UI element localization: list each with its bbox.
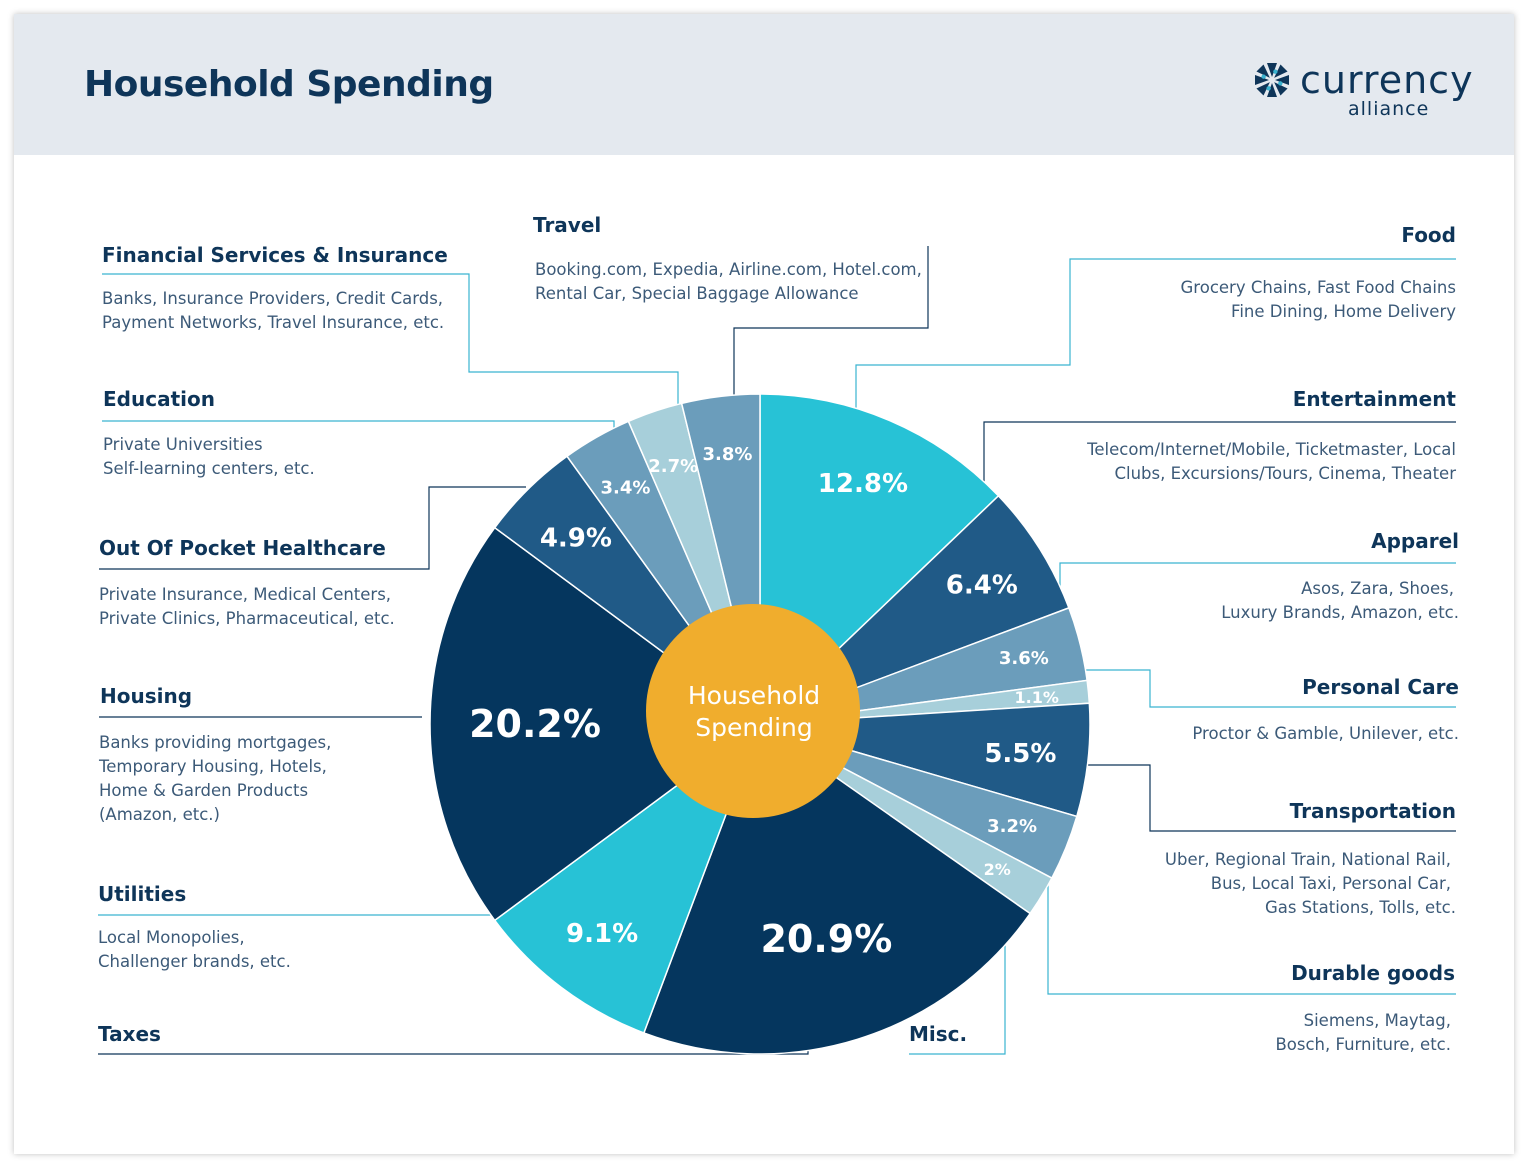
logo-subtitle: alliance: [1348, 98, 1430, 120]
category-desc-line: Challenger brands, etc.: [98, 952, 291, 971]
leader-travel: [733, 246, 929, 408]
category-desc-line: Grocery Chains, Fast Food Chains: [1181, 278, 1456, 297]
leader-food: [855, 258, 1456, 418]
category-desc-line: Siemens, Maytag,: [1304, 1011, 1451, 1030]
page-title: Household Spending: [84, 64, 494, 105]
category-desc-line: Bosch, Furniture, etc.: [1275, 1035, 1451, 1054]
pie-percent-label: 3.6%: [999, 648, 1049, 669]
category-title: Entertainment: [1293, 387, 1457, 411]
category-desc-line: Private Insurance, Medical Centers,: [99, 585, 391, 604]
category-healthcare: Out Of Pocket Healthcare Private Insuran…: [99, 536, 395, 628]
pie-chart: 12.8% 6.4% 3.6% 1.1% 5.5% 3.2% 2% 20.9% 9.1% 20.2…: [98, 213, 1459, 1055]
logo-name: currency: [1300, 58, 1474, 102]
infographic-card: Household Spending: [14, 14, 1514, 1154]
category-desc-line: Self-learning centers, etc.: [103, 459, 315, 478]
category-title: Housing: [100, 684, 192, 708]
category-desc-line: Private Universities: [103, 435, 263, 454]
category-title: Utilities: [98, 882, 186, 906]
category-desc-line: Private Clinics, Pharmaceutical, etc.: [99, 609, 395, 628]
category-housing: Housing Banks providing mortgages, Tempo…: [98, 684, 331, 824]
category-desc-line: Banks, Insurance Providers, Credit Cards…: [102, 289, 443, 308]
category-personal: Personal Care Proctor & Gamble, Unilever…: [1192, 675, 1459, 743]
category-apparel: Apparel Asos, Zara, Shoes, Luxury Brands…: [1221, 529, 1459, 622]
leader-transportation: [1078, 764, 1456, 832]
leader-lines: [98, 246, 1456, 1055]
category-desc-line: Fine Dining, Home Delivery: [1231, 302, 1456, 321]
pie-percent-label: 5.5%: [984, 739, 1056, 769]
pie-percent-label: 20.2%: [469, 702, 601, 746]
pie-percent-label: 3.2%: [987, 816, 1037, 837]
star-burst-icon: [1255, 63, 1289, 97]
category-utilities: Utilities Local Monopolies, Challenger b…: [98, 882, 291, 971]
category-desc-line: (Amazon, etc.): [99, 805, 220, 824]
category-title: Transportation: [1290, 799, 1456, 823]
category-desc-line: Booking.com, Expedia, Airline.com, Hotel…: [535, 260, 922, 279]
pie-percent-label: 2.7%: [648, 456, 698, 477]
category-title: Food: [1401, 223, 1456, 247]
pie-percent-label: 1.1%: [1015, 688, 1059, 707]
leader-personal: [1077, 669, 1456, 708]
center-label-line-2: Spending: [695, 713, 813, 742]
pie-percent-label: 2%: [984, 860, 1011, 879]
category-desc-line: Clubs, Excursions/Tours, Cinema, Theater: [1114, 464, 1456, 483]
category-education: Education Private Universities Self-lear…: [103, 387, 315, 478]
category-desc-line: Proctor & Gamble, Unilever, etc.: [1192, 724, 1459, 743]
brand-logo: currency alliance: [1252, 58, 1482, 124]
category-desc-line: Uber, Regional Train, National Rail,: [1165, 850, 1451, 869]
pie-percent-label: 9.1%: [566, 919, 638, 949]
category-desc-line: Asos, Zara, Shoes,: [1301, 579, 1454, 598]
category-title: Taxes: [98, 1022, 161, 1046]
category-desc-line: Rental Car, Special Baggage Allowance: [535, 284, 859, 303]
pie-percent-labels: 12.8% 6.4% 3.6% 1.1% 5.5% 3.2% 2% 20.9% 9.1% 20.2…: [469, 444, 1059, 961]
category-desc-line: Payment Networks, Travel Insurance, etc.: [102, 313, 444, 332]
category-financial: Financial Services & Insurance Banks, In…: [102, 243, 448, 332]
category-travel: Travel Booking.com, Expedia, Airline.com…: [533, 213, 922, 303]
category-transportation: Transportation Uber, Regional Train, Nat…: [1165, 799, 1456, 917]
pie-slice-utilities: [493, 721, 762, 1034]
center-label-line-1: Household: [688, 681, 820, 710]
category-desc-line: Banks providing mortgages,: [99, 733, 331, 752]
category-title: Durable goods: [1291, 961, 1455, 985]
category-desc-line: Telecom/Internet/Mobile, Ticketmaster, L…: [1086, 440, 1456, 459]
category-title: Financial Services & Insurance: [102, 243, 448, 267]
category-misc: Misc.: [909, 1022, 967, 1046]
pie-percent-label: 3.8%: [703, 444, 753, 465]
pie-percent-label: 12.8%: [818, 469, 908, 499]
leader-financial: [102, 273, 679, 413]
category-desc-line: Gas Stations, Tolls, etc.: [1265, 898, 1456, 917]
category-title: Travel: [533, 213, 601, 237]
center-circle: [646, 604, 860, 818]
category-title: Personal Care: [1302, 675, 1459, 699]
category-desc-line: Local Monopolies,: [98, 928, 245, 947]
leader-misc: [909, 914, 1006, 1055]
category-desc-line: Home & Garden Products: [99, 781, 308, 800]
header-bar: Household Spending: [14, 14, 1514, 155]
category-title: Education: [103, 387, 215, 411]
leader-entertainment: [983, 421, 1456, 498]
category-title: Apparel: [1371, 529, 1459, 553]
category-taxes: Taxes: [98, 1022, 161, 1046]
category-title: Misc.: [909, 1022, 967, 1046]
pie-percent-label: 4.9%: [540, 524, 612, 554]
pie-percent-label: 3.4%: [601, 478, 651, 499]
category-desc-line: Temporary Housing, Hotels,: [98, 757, 327, 776]
pie-percent-label: 6.4%: [946, 571, 1018, 601]
category-desc-line: Bus, Local Taxi, Personal Car,: [1211, 874, 1451, 893]
category-title: Out Of Pocket Healthcare: [99, 536, 386, 560]
pie-percent-label: 20.9%: [760, 917, 892, 961]
category-desc-line: Luxury Brands, Amazon, etc.: [1221, 603, 1459, 622]
leader-healthcare: [99, 486, 526, 570]
category-entertainment: Entertainment Telecom/Internet/Mobile, T…: [1086, 387, 1456, 483]
leader-durable: [1047, 850, 1456, 995]
pie-slice-housing: [429, 526, 762, 922]
category-food: Food Grocery Chains, Fast Food Chains Fi…: [1181, 223, 1457, 321]
category-durable: Durable goods Siemens, Maytag, Bosch, Fu…: [1275, 961, 1455, 1054]
